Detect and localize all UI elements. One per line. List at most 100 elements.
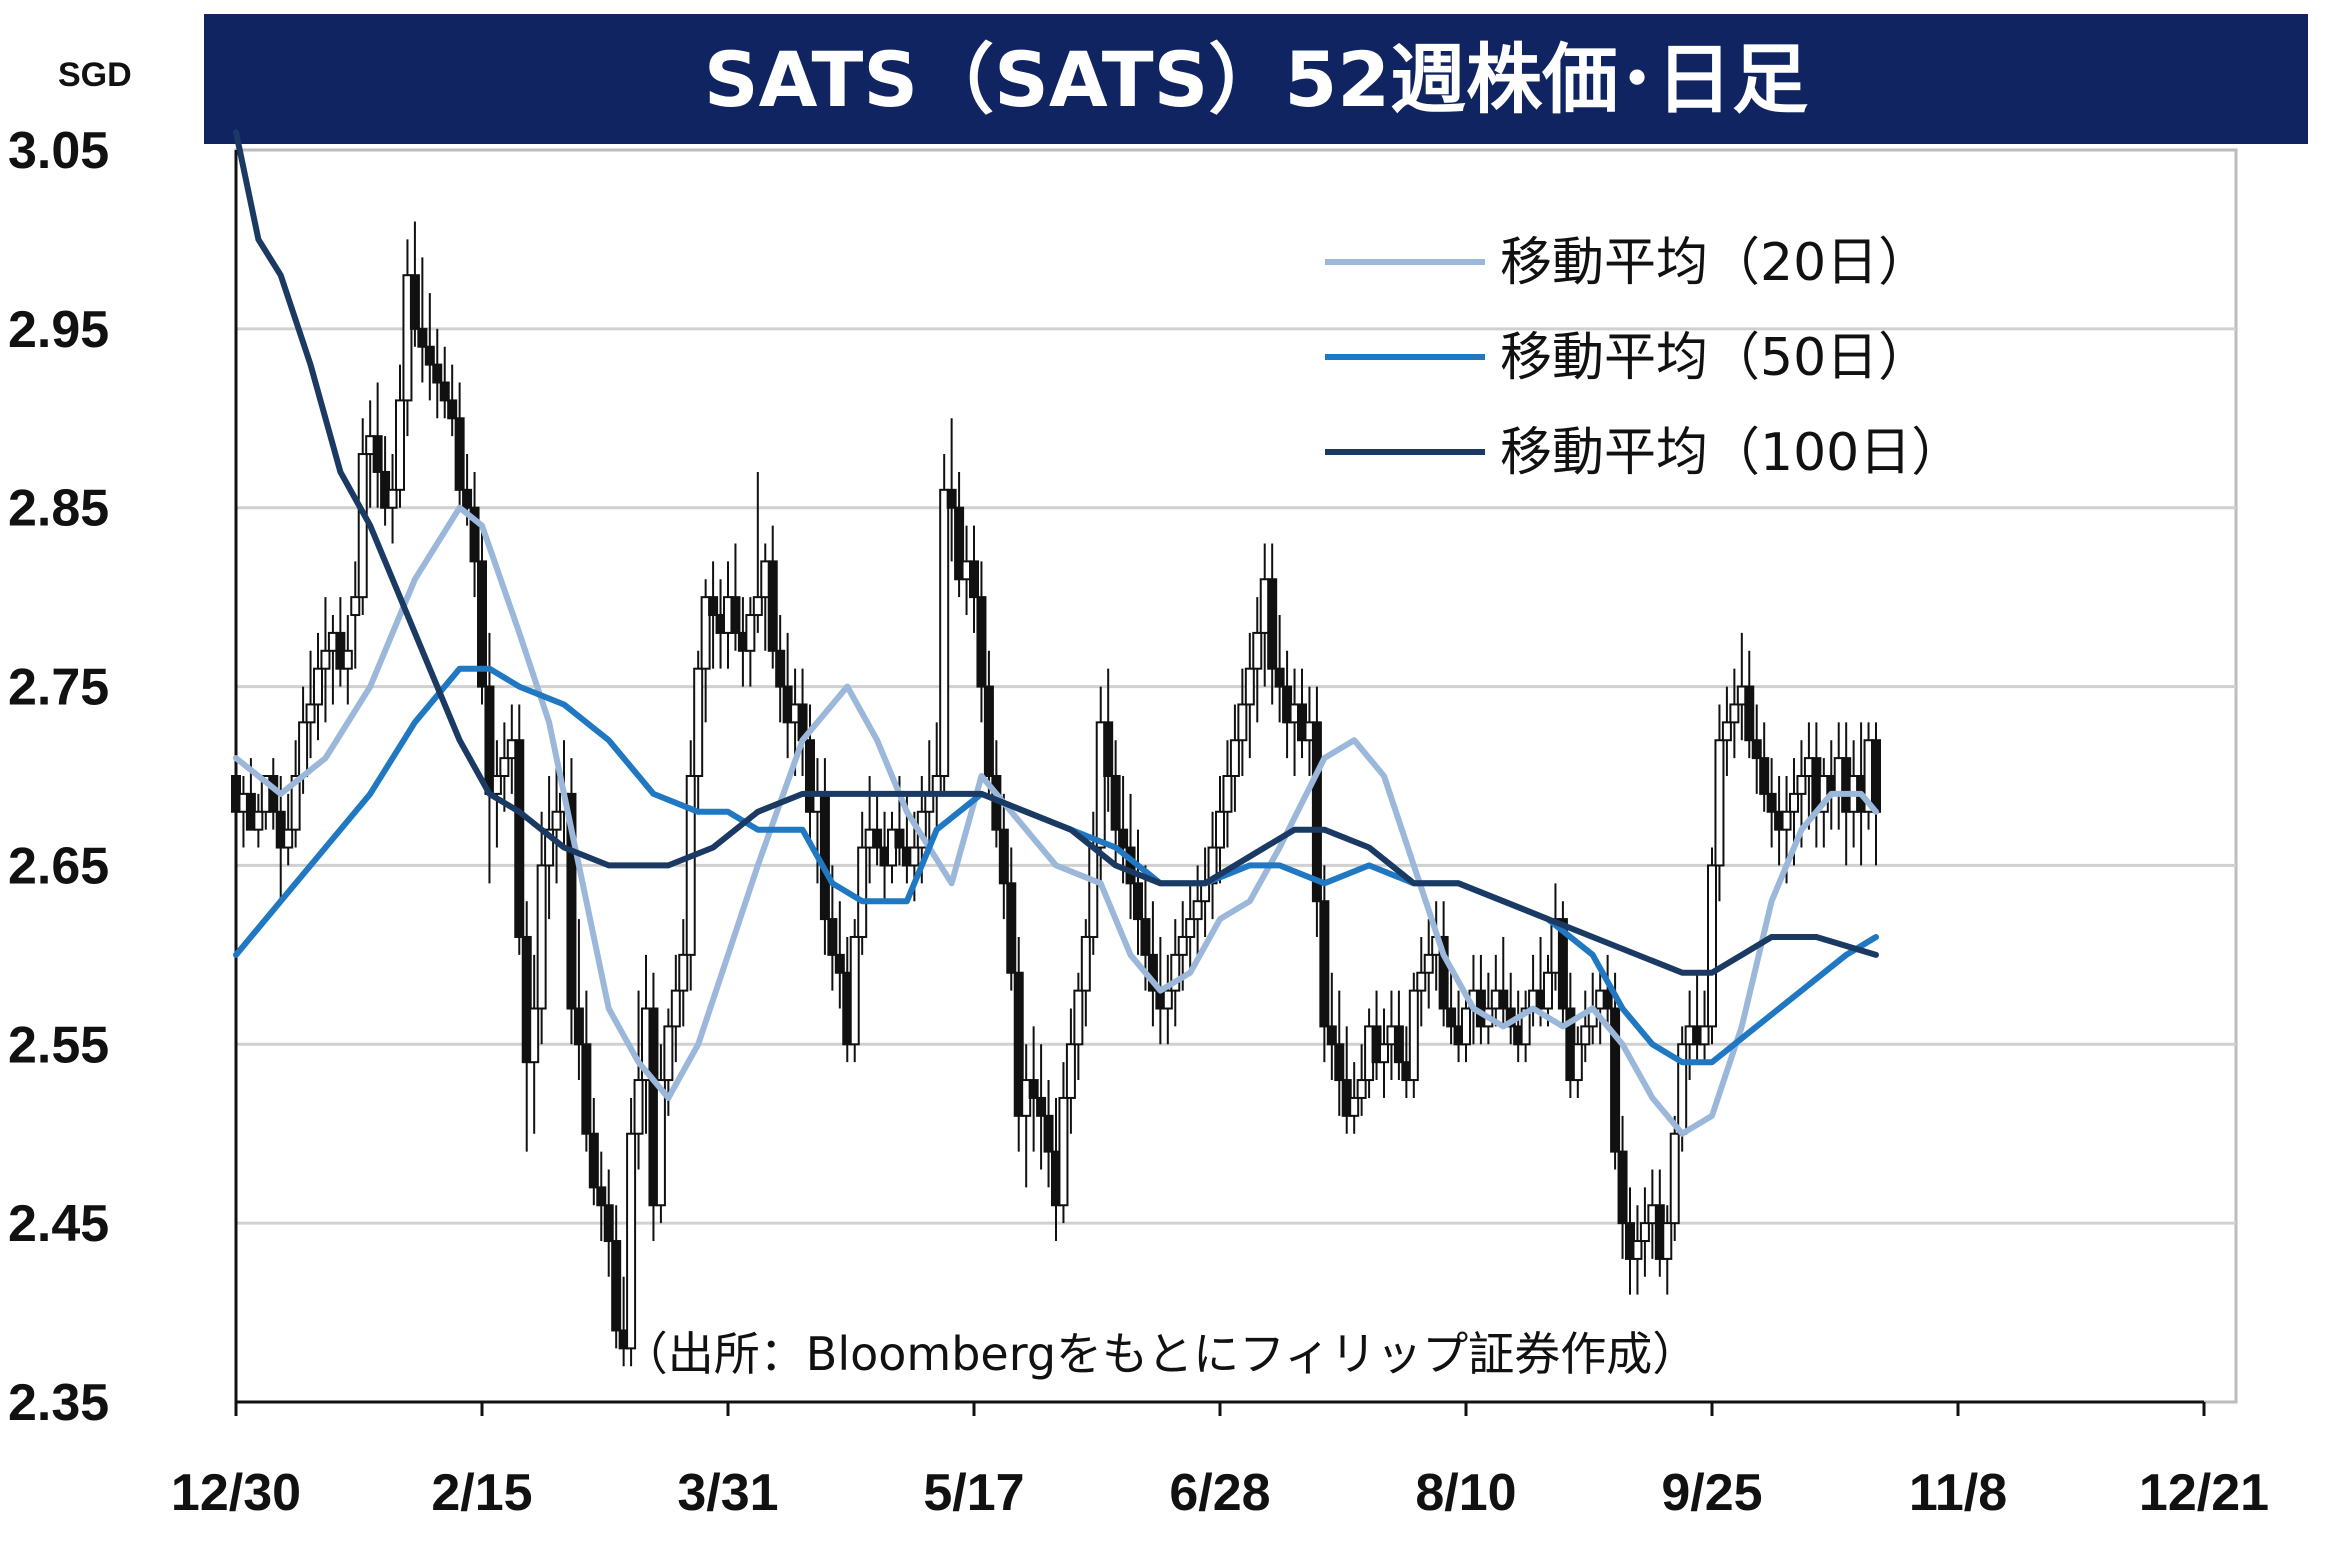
candle-body	[1520, 1007, 1531, 1046]
legend-label-ma50: 移動平均（50日）	[1500, 328, 1930, 388]
candle-body	[462, 488, 473, 509]
candle-body	[469, 506, 480, 563]
candle-body	[1237, 703, 1248, 742]
candle-body	[581, 1043, 592, 1135]
candle-body	[670, 989, 681, 1028]
candle-body	[1707, 864, 1717, 1028]
candle-body	[1162, 989, 1173, 1010]
candle-body	[424, 345, 435, 366]
candle-body	[1073, 989, 1084, 1046]
candle-body	[1669, 1132, 1680, 1225]
candle-body	[983, 685, 994, 777]
candle-body	[909, 846, 920, 867]
candle-body	[1036, 1096, 1047, 1117]
candle-body	[1699, 1025, 1710, 1046]
x-tick-label: 9/25	[1661, 1464, 1762, 1522]
y-tick-label: 2.75	[8, 659, 109, 717]
candle-body	[290, 775, 301, 831]
candle-body	[1065, 1043, 1076, 1099]
candle-body	[976, 596, 987, 688]
candle-body	[1043, 1114, 1054, 1153]
candle-body	[1498, 989, 1509, 1010]
candle-body	[611, 1240, 622, 1332]
x-tick-label: 3/31	[677, 1464, 778, 1522]
y-tick-label: 2.45	[8, 1195, 109, 1253]
candle-body	[439, 381, 450, 402]
y-tick-label: 2.85	[8, 480, 109, 538]
candle-body	[603, 1204, 614, 1243]
candle-body	[342, 649, 353, 670]
candle-body	[283, 828, 294, 849]
candle-body	[894, 828, 905, 849]
candle-body	[1744, 685, 1755, 742]
candle-body	[1781, 810, 1792, 831]
candle-body	[1319, 900, 1330, 1028]
candle-body	[1446, 1007, 1457, 1028]
candle-body	[596, 1186, 607, 1207]
ma-line-100	[233, 129, 1879, 976]
candle-body	[819, 792, 830, 921]
candle-body	[1379, 1043, 1389, 1064]
x-tick-label: 6/28	[1169, 1464, 1270, 1522]
candle-body	[1267, 578, 1278, 670]
candle-body	[1796, 775, 1807, 795]
candle-body	[1185, 918, 1196, 938]
candle-body	[588, 1132, 599, 1189]
candle-body	[1572, 1043, 1583, 1082]
candle-body	[566, 792, 577, 1010]
legend: 移動平均（20日） 移動平均（50日） 移動平均（100日）	[1325, 233, 1963, 483]
y-axis-unit: SGD	[58, 56, 132, 94]
candle-body	[551, 810, 562, 831]
x-tick-label: 2/15	[431, 1464, 532, 1522]
x-tick-label: 5/17	[923, 1464, 1024, 1522]
legend-label-ma100: 移動平均（100日）	[1500, 423, 1963, 483]
candle-body	[1058, 1096, 1069, 1207]
x-tick-label: 12/30	[171, 1464, 301, 1522]
candle-body	[745, 614, 756, 652]
candle-body	[1557, 918, 1568, 1010]
candle-body	[1103, 721, 1114, 777]
candle-body	[499, 757, 510, 777]
candle-body	[521, 935, 532, 1064]
candle-body	[1714, 739, 1725, 867]
candle-body	[1789, 792, 1799, 813]
y-tick-label: 2.55	[8, 1016, 109, 1074]
candle-body	[849, 935, 860, 1046]
candle-body	[633, 1079, 644, 1135]
candle-body	[872, 828, 883, 849]
source-note: （出所：Bloombergをもとにフィリップ証券作成）	[622, 1327, 1698, 1381]
candle-body	[954, 506, 965, 581]
candle-body	[1662, 1222, 1673, 1260]
candle-body	[1721, 721, 1732, 742]
candle-body	[1215, 810, 1225, 849]
candle-body	[1006, 882, 1017, 974]
x-tick-label: 11/8	[1909, 1464, 2007, 1522]
candle-body	[573, 1007, 584, 1046]
candle-body	[946, 488, 957, 509]
candle-body	[1192, 900, 1203, 921]
candle-body	[387, 488, 398, 509]
x-axis: 12/30 2/15 3/31 5/17 6/28 8/10 9/25 11/8 12/21	[171, 150, 2269, 1522]
candle-body	[298, 721, 309, 777]
legend-label-ma20: 移動平均（20日）	[1500, 233, 1930, 293]
candle-body	[477, 560, 487, 688]
candle-body	[350, 596, 361, 617]
candle-body	[1326, 1025, 1337, 1046]
candle-body	[372, 435, 383, 473]
candle-body	[1543, 971, 1553, 1010]
candle-body	[1639, 1222, 1650, 1243]
candle-body	[1766, 792, 1777, 813]
x-tick-label: 12/21	[2139, 1464, 2269, 1522]
candle-body	[939, 488, 950, 777]
candle-body	[1118, 828, 1129, 849]
candle-body	[1438, 935, 1449, 1010]
candle-body	[409, 274, 420, 330]
candle-body	[1095, 721, 1106, 849]
candle-body	[402, 274, 413, 402]
y-tick-label: 2.65	[8, 837, 109, 895]
candle-body	[1580, 1025, 1591, 1046]
candle-body	[1229, 739, 1240, 778]
candle-body	[663, 1025, 674, 1082]
candle-body	[395, 399, 405, 491]
